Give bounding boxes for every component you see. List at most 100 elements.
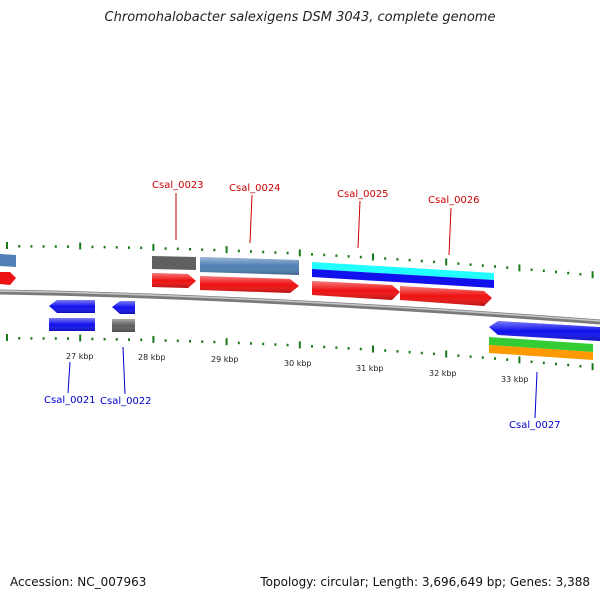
- minor-tick: [311, 253, 313, 256]
- forward-gene-labels: [175, 193, 452, 256]
- major-tick: [225, 246, 228, 254]
- minor-tick: [274, 251, 277, 254]
- minor-tick: [213, 248, 216, 252]
- major-tick: [79, 242, 82, 250]
- minor-tick: [140, 246, 143, 250]
- reverse-gene-labels: [67, 346, 538, 419]
- minor-tick: [140, 338, 143, 342]
- minor-tick: [250, 250, 252, 253]
- major-tick: [6, 334, 8, 341]
- minor-tick: [286, 343, 289, 347]
- minor-tick: [396, 258, 399, 261]
- minor-tick: [237, 341, 240, 345]
- gene-csal-0027-green[interactable]: [489, 337, 593, 352]
- gene-shade: [152, 273, 196, 288]
- minor-tick: [481, 264, 484, 267]
- gene-csal-0023-bar[interactable]: [152, 256, 196, 270]
- minor-tick: [579, 273, 582, 276]
- minor-tick: [420, 259, 423, 263]
- minor-tick: [555, 362, 557, 366]
- gene-csal-0020-arrow[interactable]: [0, 272, 16, 285]
- minor-tick: [42, 337, 45, 340]
- minor-tick: [164, 247, 167, 250]
- minor-tick: [18, 337, 21, 340]
- minor-tick: [189, 340, 191, 343]
- minor-tick: [30, 245, 33, 248]
- scale-label: 29 kbp: [211, 355, 239, 364]
- minor-tick: [91, 245, 94, 249]
- gene-shade: [400, 286, 492, 306]
- gene-label-csal-0026[interactable]: Csal_0026: [428, 195, 480, 206]
- minor-tick: [128, 338, 130, 341]
- minor-tick: [542, 361, 545, 365]
- minor-tick: [274, 343, 277, 346]
- minor-tick: [567, 271, 570, 275]
- minor-tick: [347, 255, 350, 258]
- minor-tick: [176, 247, 179, 251]
- minor-tick: [213, 340, 216, 344]
- major-tick: [591, 271, 594, 279]
- major-tick: [372, 253, 374, 261]
- genome-summary-text: Topology: circular; Length: 3,696,649 bp…: [260, 575, 590, 589]
- genome-backbone: [0, 289, 600, 325]
- minor-tick: [311, 345, 313, 348]
- gene-label-csal-0022[interactable]: Csal_0022: [100, 396, 152, 407]
- gene-csal-0025-blue[interactable]: [312, 269, 494, 288]
- scale-label: 31 kbp: [356, 364, 384, 373]
- scale-label: 28 kbp: [138, 353, 166, 362]
- gene-label-csal-0027[interactable]: Csal_0027: [509, 420, 561, 431]
- gene-label-csal-0023[interactable]: Csal_0023: [152, 180, 204, 191]
- map-title: Chromohalobacter salexigens DSM 3043, co…: [104, 10, 496, 25]
- gene-shade: [200, 257, 299, 275]
- tick-track-lower: [6, 334, 594, 371]
- gene-csal-0027-orange[interactable]: [489, 345, 593, 360]
- gene-shade: [312, 281, 400, 300]
- minor-tick: [347, 347, 350, 350]
- tick-track-upper: [6, 242, 594, 279]
- scale-label: 30 kbp: [284, 359, 312, 368]
- minor-tick: [54, 337, 57, 340]
- minor-tick: [457, 262, 460, 265]
- major-tick: [445, 258, 448, 266]
- minor-tick: [201, 340, 204, 343]
- gene-shade: [112, 301, 135, 314]
- minor-tick: [469, 355, 472, 358]
- minor-tick: [420, 351, 423, 355]
- gene-label-csal-0024[interactable]: Csal_0024: [229, 183, 281, 194]
- minor-tick: [555, 270, 557, 274]
- gene-label-csal-0025[interactable]: Csal_0025: [337, 189, 389, 200]
- gene-shade: [49, 318, 95, 331]
- major-tick: [591, 363, 594, 371]
- minor-tick: [469, 263, 472, 266]
- minor-tick: [237, 249, 240, 253]
- minor-tick: [91, 337, 94, 341]
- minor-tick: [335, 346, 338, 349]
- major-tick: [518, 264, 521, 272]
- minor-tick: [359, 347, 362, 351]
- scale-label: 27 kbp: [66, 352, 94, 361]
- minor-tick: [494, 357, 496, 360]
- gene-label-csal-0021[interactable]: Csal_0021: [44, 395, 96, 406]
- major-tick: [225, 338, 228, 346]
- gene-shade: [112, 319, 135, 332]
- minor-tick: [323, 345, 326, 349]
- minor-tick: [494, 265, 496, 268]
- minor-tick: [457, 354, 460, 357]
- gene-shade: [200, 276, 299, 293]
- minor-tick: [201, 248, 204, 251]
- major-tick: [152, 243, 155, 251]
- gene-csal-0020-bar[interactable]: [0, 254, 16, 267]
- minor-tick: [384, 349, 387, 352]
- minor-tick: [42, 245, 45, 248]
- minor-tick: [530, 360, 533, 363]
- gene-csal-0025-cyan[interactable]: [312, 262, 494, 280]
- minor-tick: [384, 257, 387, 260]
- minor-tick: [396, 350, 399, 353]
- minor-tick: [67, 337, 69, 340]
- minor-tick: [67, 245, 69, 248]
- minor-tick: [103, 337, 106, 341]
- minor-tick: [54, 245, 57, 248]
- minor-tick: [262, 342, 265, 346]
- minor-tick: [115, 246, 118, 249]
- minor-tick: [128, 246, 130, 249]
